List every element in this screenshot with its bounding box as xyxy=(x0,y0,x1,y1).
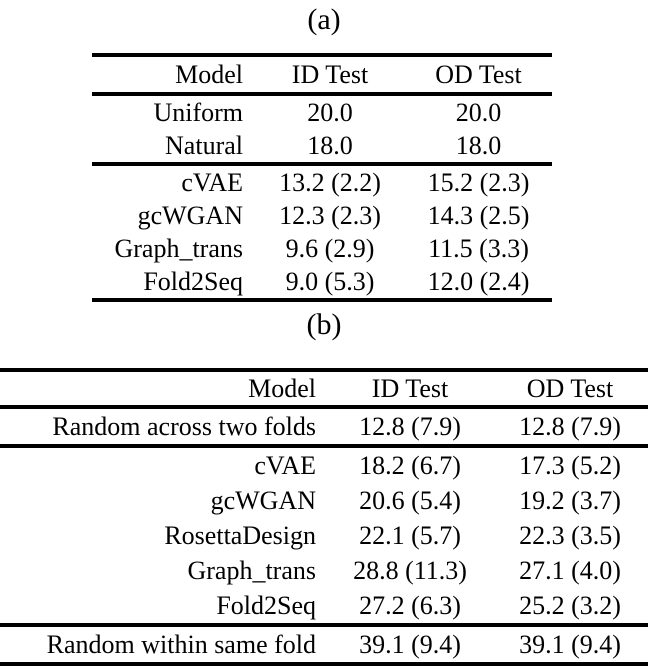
id-test-cell: 39.1 (9.4) xyxy=(359,629,461,659)
table-row: Fold2Seq 27.2 (6.3) 25.2 (3.2) xyxy=(0,588,648,625)
od-test-cell: 11.5 (3.3) xyxy=(428,233,529,263)
od-test-cell: 12.8 (7.9) xyxy=(519,411,621,441)
table-section: Uniform 20.0 20.0 Natural 18.0 18.0 xyxy=(92,94,552,164)
model-cell: RosettaDesign xyxy=(164,520,316,550)
od-test-cell: 39.1 (9.4) xyxy=(519,629,621,659)
table-section: Random across two folds 12.8 (7.9) 12.8 (7… xyxy=(0,407,648,446)
model-cell: Graph_trans xyxy=(187,555,316,585)
table-a-column-header-id-test: ID Test xyxy=(291,59,369,89)
id-test-cell: 13.2 (2.2) xyxy=(279,167,381,197)
model-cell: Uniform xyxy=(153,97,243,127)
table-b-column-header-model: Model xyxy=(248,373,316,403)
model-cell: gcWGAN xyxy=(210,485,316,515)
id-test-cell: 20.6 (5.4) xyxy=(359,485,461,515)
model-cell: gcWGAN xyxy=(137,200,243,230)
model-cell: cVAE xyxy=(254,450,316,480)
model-cell: Natural xyxy=(165,130,243,160)
od-test-cell: 17.3 (5.2) xyxy=(519,450,621,480)
od-test-cell: 19.2 (3.7) xyxy=(519,485,621,515)
table-section: cVAE 13.2 (2.2) 15.2 (2.3) gcWGAN 12.3 (2.3)… xyxy=(92,164,552,300)
od-test-cell: 25.2 (3.2) xyxy=(519,590,621,620)
table-b-column-header-od-test: OD Test xyxy=(526,373,614,403)
table-section: cVAE 18.2 (6.7) 17.3 (5.2) gcWGAN 20.6 (5.4)… xyxy=(0,446,648,625)
od-test-cell: 20.0 xyxy=(455,97,502,127)
table-b: Model ID Test OD Test Random across two … xyxy=(0,368,648,666)
table-row: Graph_trans 9.6 (2.9) 11.5 (3.3) xyxy=(92,232,552,265)
table-b-header-row: Model ID Test OD Test xyxy=(0,370,648,407)
od-test-cell: 15.2 (2.3) xyxy=(427,167,530,197)
id-test-cell: 22.1 (5.7) xyxy=(359,520,461,550)
model-cell: Graph_trans xyxy=(114,233,243,263)
table-row: Natural 18.0 18.0 xyxy=(92,129,552,164)
od-test-cell: 27.1 (4.0) xyxy=(519,555,621,585)
table-row: RosettaDesign 22.1 (5.7) 22.3 (3.5) xyxy=(0,518,648,553)
table-row: Graph_trans 28.8 (11.3) 27.1 (4.0) xyxy=(0,553,648,588)
table-row: gcWGAN 20.6 (5.4) 19.2 (3.7) xyxy=(0,483,648,518)
model-cell: Random across two folds xyxy=(52,411,316,441)
id-test-cell: 12.8 (7.9) xyxy=(359,411,461,441)
table-a-caption: (a) xyxy=(307,3,341,36)
table-row: cVAE 18.2 (6.7) 17.3 (5.2) xyxy=(0,446,648,483)
id-test-cell: 12.3 (2.3) xyxy=(279,200,381,230)
id-test-cell: 28.8 (11.3) xyxy=(353,555,467,585)
table-section: Random within same fold 39.1 (9.4) 39.1 (9… xyxy=(0,625,648,664)
od-test-cell: 12.0 (2.4) xyxy=(427,266,530,296)
table-row: cVAE 13.2 (2.2) 15.2 (2.3) xyxy=(92,164,552,199)
table-a: Model ID Test OD Test Uniform 20.0 20.0 Nat… xyxy=(92,53,552,302)
table-row: Random within same fold 39.1 (9.4) 39.1 (9… xyxy=(0,625,648,664)
id-test-cell: 9.0 (5.3) xyxy=(285,266,375,296)
table-a-column-header-model: Model xyxy=(175,59,243,89)
table-row: Random across two folds 12.8 (7.9) 12.8 (7… xyxy=(0,407,648,446)
table-row: Uniform 20.0 20.0 xyxy=(92,94,552,129)
table-a-column-header-od-test: OD Test xyxy=(435,59,522,89)
id-test-cell: 18.2 (6.7) xyxy=(359,450,461,480)
table-b-column-header-id-test: ID Test xyxy=(371,373,449,403)
id-test-cell: 27.2 (6.3) xyxy=(359,590,461,620)
od-test-cell: 22.3 (3.5) xyxy=(519,520,621,550)
model-cell: Fold2Seq xyxy=(216,590,316,620)
id-test-cell: 18.0 xyxy=(307,130,353,160)
od-test-cell: 18.0 xyxy=(455,130,502,160)
table-row: Fold2Seq 9.0 (5.3) 12.0 (2.4) xyxy=(92,265,552,300)
model-cell: cVAE xyxy=(181,167,243,197)
table-a-header-row: Model ID Test OD Test xyxy=(92,55,552,94)
id-test-cell: 9.6 (2.9) xyxy=(285,233,375,263)
model-cell: Random within same fold xyxy=(46,629,316,659)
table-b-caption: (b) xyxy=(306,308,342,341)
table-row: gcWGAN 12.3 (2.3) 14.3 (2.5) xyxy=(92,199,552,232)
model-cell: Fold2Seq xyxy=(143,266,243,296)
id-test-cell: 20.0 xyxy=(307,97,353,127)
od-test-cell: 14.3 (2.5) xyxy=(427,200,530,230)
